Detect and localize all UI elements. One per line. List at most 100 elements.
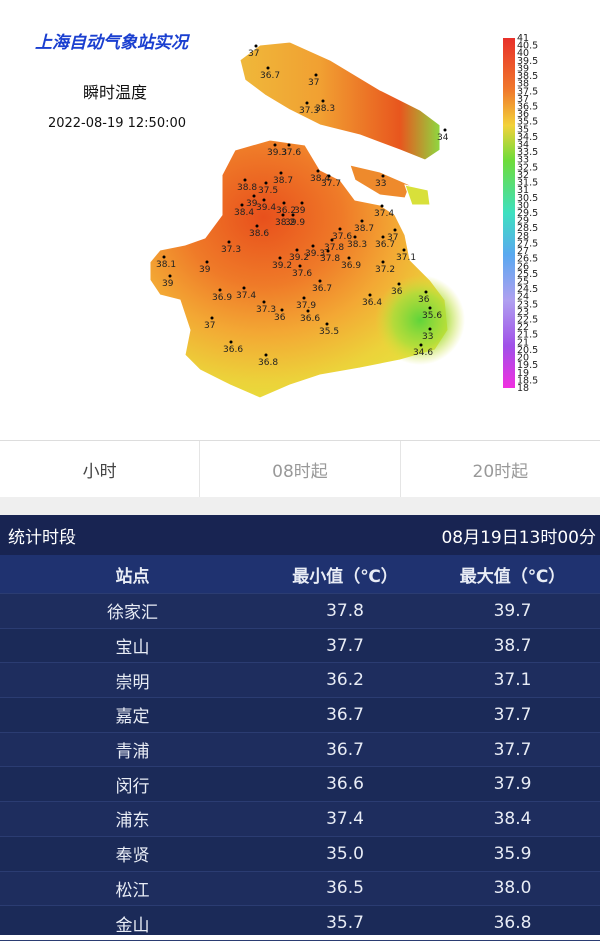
legend-label: 37 xyxy=(517,94,529,105)
table-row: 闵行 36.6 37.9 xyxy=(0,767,600,803)
station-temp: 36.8 xyxy=(258,358,278,368)
station-temp: 36 xyxy=(418,295,430,305)
tab[interactable]: 小时 xyxy=(0,441,201,498)
station-dot xyxy=(305,101,309,105)
station-temp: 37.4 xyxy=(236,291,256,301)
station-temp: 37.8 xyxy=(324,243,344,253)
table-row: 奉贤 35.0 35.9 xyxy=(0,837,600,872)
station-temp: 37 xyxy=(204,321,215,331)
legend-label: 34 xyxy=(517,140,529,151)
table-row: 宝山 37.7 38.7 xyxy=(0,629,600,664)
station-temp: 36.6 xyxy=(223,345,243,355)
table-row: 徐家汇 37.8 39.7 xyxy=(0,594,600,629)
legend-label: 29.5 xyxy=(517,208,538,219)
station-temp: 39.2 xyxy=(289,253,309,263)
table-cell: 36.6 xyxy=(326,774,364,795)
station-dot xyxy=(280,308,284,312)
table-cell: 青浦 xyxy=(115,742,150,763)
station-temp: 37.3 xyxy=(299,106,319,116)
legend-label: 31 xyxy=(517,185,529,196)
table-header: 站点 最小值（℃） 最大值（℃） xyxy=(0,555,600,594)
station-dot xyxy=(381,174,385,178)
station-temp: 36.4 xyxy=(362,298,382,308)
tabs: 小时 08时起 20时起 xyxy=(0,440,600,498)
legend-label: 30 xyxy=(517,200,529,211)
station-temp: 38.4 xyxy=(234,208,254,218)
legend-label: 39.5 xyxy=(517,56,538,67)
station-temp: 39 xyxy=(199,265,211,275)
station-temp: 35.5 xyxy=(319,327,339,337)
legend-label: 28 xyxy=(517,231,529,242)
legend-label: 24 xyxy=(517,292,529,303)
station-dot xyxy=(262,198,266,202)
legend-label: 25 xyxy=(517,276,529,287)
legend-label: 39 xyxy=(517,63,529,74)
station-temp: 37.3 xyxy=(221,245,241,255)
table-cell: 37.9 xyxy=(493,774,532,795)
station-temp: 37.3 xyxy=(256,305,276,315)
stats-table: 统计时段 08月19日13时00分 站点 最小值（℃） 最大值（℃） 徐家汇 37.… xyxy=(0,515,600,941)
station-dot xyxy=(393,228,397,232)
station-temp: 37 xyxy=(248,49,259,59)
table-row: 浦东 37.4 38.4 xyxy=(0,802,600,837)
table-row: 嘉定 36.7 37.7 xyxy=(0,698,600,733)
station-dot xyxy=(255,224,259,228)
table-cell: 金山 xyxy=(115,915,150,936)
tab[interactable]: 20时起 xyxy=(472,462,529,482)
station-temp: 39.4 xyxy=(256,203,276,213)
station-temp: 38.7 xyxy=(354,224,374,234)
legend-label: 32 xyxy=(517,170,529,181)
station-dot xyxy=(278,256,282,260)
station-dot xyxy=(287,143,291,147)
legend-label: 22.5 xyxy=(517,315,538,326)
period-bar: 统计时段 08月19日13时00分 xyxy=(0,515,600,555)
station-dot xyxy=(295,248,299,252)
legend-label: 18.5 xyxy=(517,375,538,386)
station-dot xyxy=(282,201,286,205)
table-cell: 39.7 xyxy=(493,600,532,621)
station-dot xyxy=(266,66,270,70)
legend-label: 30.5 xyxy=(517,193,538,204)
legend-label: 35 xyxy=(517,124,529,135)
station-dot xyxy=(338,227,342,231)
station-temp: 37.1 xyxy=(396,253,416,263)
station-temp: 39 xyxy=(294,206,306,216)
table-cell: 37.7 xyxy=(326,635,364,656)
table-cell: 36.8 xyxy=(493,913,532,934)
station-dot xyxy=(316,169,320,173)
station-temp: 37.6 xyxy=(332,232,352,242)
legend-label: 28.5 xyxy=(517,223,538,234)
legend-label: 38.5 xyxy=(517,71,538,82)
legend-label: 19 xyxy=(517,368,529,379)
station-dot xyxy=(240,203,244,207)
station-dot xyxy=(428,306,432,310)
station-dot xyxy=(298,264,302,268)
station-dot xyxy=(262,300,266,304)
legend-label: 18 xyxy=(517,383,529,394)
table-cell: 闵行 xyxy=(115,776,150,797)
station-temp: 37.5 xyxy=(258,186,278,196)
table-row: 松江 36.5 38.0 xyxy=(0,871,600,907)
station-dot xyxy=(311,244,315,248)
station-dot xyxy=(368,293,372,297)
period-label: 统计时段 xyxy=(8,527,76,548)
legend-label: 29 xyxy=(517,216,529,227)
station-dot xyxy=(264,181,268,185)
chongming-island xyxy=(239,41,441,161)
table-cell: 松江 xyxy=(115,880,150,901)
legend-label: 23.5 xyxy=(517,299,538,310)
tab[interactable]: 08时起 xyxy=(200,441,401,498)
period: 08月19日13时00分 xyxy=(441,527,596,548)
legend-label: 35.5 xyxy=(517,117,538,128)
map-time: 2022-08-19 12:50:00 xyxy=(48,116,186,131)
station-temp: 36.7 xyxy=(375,240,395,250)
legend-label: 34.5 xyxy=(517,132,538,143)
station-dot xyxy=(218,288,222,292)
station-dot xyxy=(205,260,209,264)
station-temp: 37.8 xyxy=(320,254,340,264)
station-temp: 36.7 xyxy=(312,284,332,294)
table-cell: 37.7 xyxy=(493,739,532,760)
table-cell: 36.5 xyxy=(326,878,364,899)
station-temp: 35.6 xyxy=(422,311,442,321)
legend-label: 20 xyxy=(517,353,529,364)
